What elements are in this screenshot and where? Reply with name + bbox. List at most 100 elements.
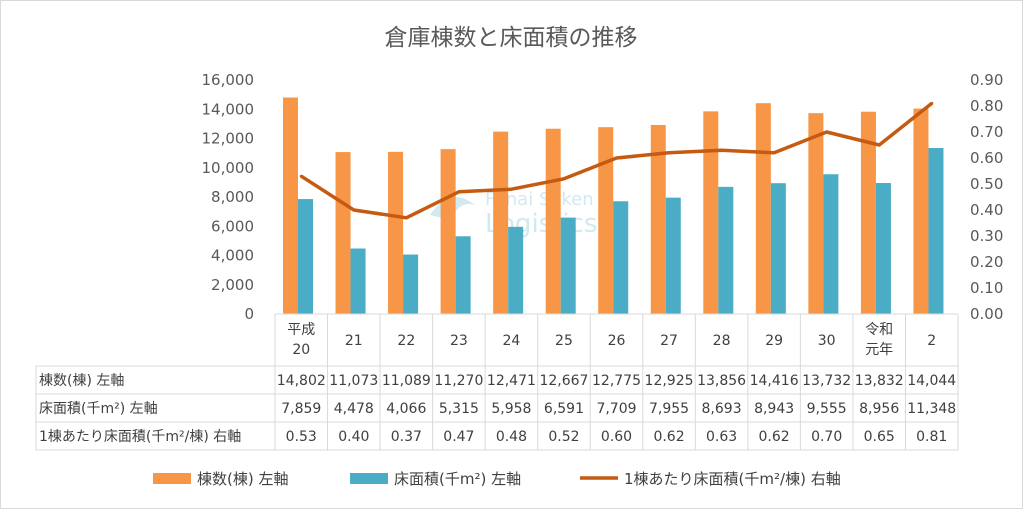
right-axis-tick: 0.80 — [970, 97, 1003, 115]
legend-label: 棟数(棟) 左軸 — [197, 470, 288, 488]
table-cell: 9,555 — [807, 401, 847, 417]
left-axis-tick: 0 — [244, 305, 254, 323]
table-cell: 5,315 — [439, 401, 479, 417]
right-axis-tick: 0.10 — [970, 279, 1003, 297]
table-cell: 11,270 — [434, 373, 483, 389]
bar-building-count — [440, 149, 456, 314]
table-cell: 7,709 — [596, 401, 636, 417]
bar-building-count — [808, 113, 824, 315]
line-point — [352, 208, 356, 212]
chart-title: 倉庫棟数と床面積の推移 — [385, 25, 638, 51]
bar-floor-area — [560, 217, 576, 314]
table-cell: 0.48 — [496, 429, 527, 445]
bar-floor-area — [823, 174, 839, 314]
left-axis-tick: 6,000 — [211, 217, 254, 235]
bar-building-count — [913, 108, 929, 314]
table-cell: 0.53 — [286, 429, 317, 445]
legend-label: 床面積(千m²) 左軸 — [394, 470, 521, 488]
legend-swatch — [350, 473, 388, 484]
bar-building-count — [755, 103, 771, 314]
table-cell: 13,832 — [855, 373, 904, 389]
table-cell: 7,859 — [281, 401, 321, 417]
bar-floor-area — [665, 197, 681, 314]
table-cell: 14,044 — [907, 373, 956, 389]
legend-item: 床面積(千m²) 左軸 — [350, 470, 521, 488]
bar-floor-area — [875, 183, 891, 314]
bar-floor-area — [403, 254, 419, 314]
table-cell: 4,478 — [334, 401, 374, 417]
category-label: 22 — [397, 333, 415, 349]
line-point — [825, 130, 829, 134]
table-cell: 14,802 — [277, 373, 326, 389]
bar-floor-area — [508, 226, 524, 314]
line-point — [509, 187, 513, 191]
table-cell: 8,943 — [754, 401, 794, 417]
table-cell: 0.81 — [916, 429, 947, 445]
data-table — [35, 313, 959, 451]
legend-item: 棟数(棟) 左軸 — [153, 470, 288, 488]
bar-building-count — [335, 152, 351, 314]
table-cell: 12,471 — [487, 373, 536, 389]
table-cell: 0.40 — [338, 429, 369, 445]
table-cell: 0.63 — [706, 429, 737, 445]
table-row-label: 1棟あたり床面積(千m²/棟) 右軸 — [39, 429, 241, 445]
table-cell: 12,925 — [645, 373, 694, 389]
table-cell: 11,073 — [329, 373, 378, 389]
bar-floor-area — [928, 148, 944, 314]
left-axis-tick: 8,000 — [211, 188, 254, 206]
right-axis-tick: 0.60 — [970, 149, 1003, 167]
bar-building-count — [598, 127, 614, 315]
line-point — [562, 177, 566, 181]
bar-floor-area — [298, 199, 313, 314]
right-axis-tick: 0.50 — [970, 175, 1003, 193]
right-axis-tick: 0.00 — [970, 305, 1003, 323]
left-axis-tick: 16,000 — [202, 71, 255, 89]
left-axis-tick: 12,000 — [202, 130, 255, 148]
line-point — [930, 101, 934, 105]
bar-floor-area — [718, 186, 734, 314]
legend-label: 1棟あたり床面積(千m²/棟) 右軸 — [624, 470, 841, 488]
table-cell: 6,591 — [544, 401, 584, 417]
category-label: 27 — [660, 333, 678, 349]
table-row-label: 棟数(棟) 左軸 — [39, 373, 124, 389]
right-axis-tick: 0.20 — [970, 253, 1003, 271]
table-cell: 0.70 — [811, 429, 842, 445]
table-cell: 13,856 — [697, 373, 746, 389]
category-label: 平成 — [287, 322, 315, 338]
bar-building-count — [703, 111, 719, 314]
bar-building-count — [493, 131, 509, 314]
table-cell: 0.65 — [864, 429, 895, 445]
bar-building-count — [283, 97, 298, 314]
table-cell: 7,955 — [649, 401, 689, 417]
table-cell: 8,693 — [702, 401, 742, 417]
bar-floor-area — [350, 248, 366, 314]
table-row-label: 床面積(千m²) 左軸 — [39, 401, 158, 417]
bar-floor-area — [613, 201, 629, 314]
table-cell: 0.47 — [443, 429, 474, 445]
legend-item: 1棟あたり床面積(千m²/棟) 右軸 — [580, 470, 841, 488]
table-cell: 11,089 — [382, 373, 431, 389]
table-cell: 4,066 — [386, 401, 426, 417]
category-label: 30 — [818, 333, 836, 349]
category-label: 28 — [713, 333, 731, 349]
category-label: 令和 — [865, 322, 893, 338]
left-axis-tick: 14,000 — [202, 100, 255, 118]
right-axis-tick: 0.40 — [970, 201, 1003, 219]
table-cell: 0.37 — [391, 429, 422, 445]
line-point — [615, 156, 618, 160]
bar-building-count — [545, 128, 561, 314]
table-cell: 11,348 — [907, 401, 956, 417]
category-label: 24 — [503, 333, 521, 349]
category-label: 20 — [292, 342, 310, 358]
category-label: 23 — [450, 333, 468, 349]
left-axis-tick: 4,000 — [211, 247, 254, 265]
bar-building-count — [388, 151, 404, 314]
line-point — [720, 148, 724, 152]
right-axis-tick: 0.30 — [970, 227, 1003, 245]
table-cell: 13,732 — [802, 373, 851, 389]
bar-floor-area — [770, 183, 786, 314]
table-cell: 0.62 — [759, 429, 790, 445]
table-cell: 0.62 — [653, 429, 684, 445]
table-cell: 12,775 — [592, 373, 641, 389]
